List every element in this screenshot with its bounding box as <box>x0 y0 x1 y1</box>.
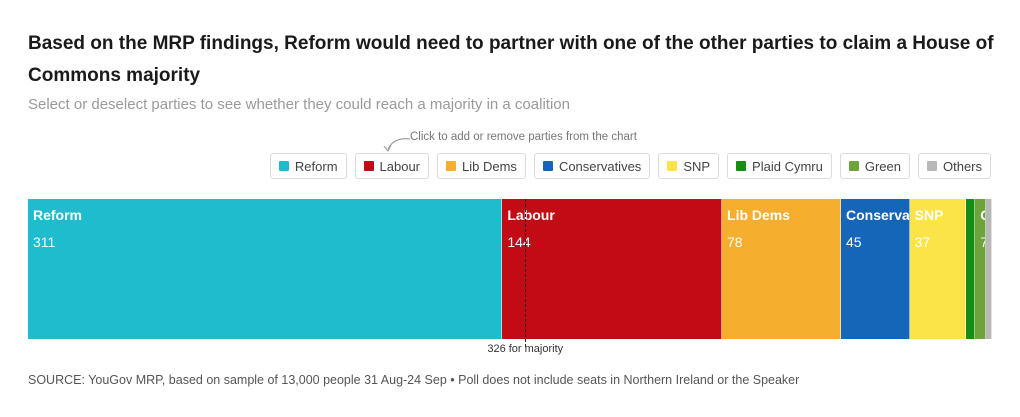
legend-swatch <box>736 161 747 171</box>
legend-swatch <box>926 161 937 171</box>
segment-value: 7 <box>980 234 985 250</box>
legend-swatch <box>542 161 553 171</box>
legend-label: Green <box>864 158 901 174</box>
seat-bar-chart: Reform 311 Labour 144 Lib Dems 78 Conserva 45 SN… <box>28 199 992 339</box>
legend-toggle-green[interactable]: Green <box>839 153 910 179</box>
chart-subtitle: Select or deselect parties to see whethe… <box>28 96 570 113</box>
bar-segment-green: G7 <box>975 199 986 339</box>
legend-label: Conservatives <box>558 158 642 174</box>
legend-label: SNP <box>683 158 711 174</box>
legend-label: Plaid Cymru <box>752 158 823 174</box>
legend-swatch <box>848 161 859 171</box>
segment-value: 78 <box>727 234 743 250</box>
legend-swatch <box>363 161 374 171</box>
bar-segment-labour: Labour 144 <box>502 199 722 339</box>
legend-toggle-reform[interactable]: Reform <box>269 153 347 179</box>
segment-value: 37 <box>914 234 931 250</box>
party-legend: Reform Labour Lib Dems Conservatives SNP Plai… <box>269 153 991 179</box>
segment-label: Conserva <box>845 207 910 223</box>
segment-label: G <box>980 207 985 223</box>
bar-segment-snp: SNP 37 <box>909 199 967 339</box>
majority-line <box>525 199 527 347</box>
legend-toggle-snp[interactable]: SNP <box>658 153 720 179</box>
segment-label: Reform <box>33 207 83 223</box>
legend-toggle-conservatives[interactable]: Conservatives <box>533 153 651 179</box>
legend-swatch <box>446 161 457 171</box>
legend-label: Others <box>942 158 982 174</box>
segment-label: SNP <box>914 207 944 223</box>
legend-hint: Click to add or remove parties from the … <box>410 131 637 143</box>
segment-label: Lib Dems <box>727 207 791 223</box>
legend-toggle-plaid-cymru[interactable]: Plaid Cymru <box>727 153 832 179</box>
legend-label: Reform <box>294 158 338 174</box>
bar-segment-conservatives: Conserva 45 <box>840 199 910 339</box>
legend-label: Labour <box>379 158 421 174</box>
bar-segment-lib-dems: Lib Dems 78 <box>722 199 841 339</box>
bar-segment-reform: Reform 311 <box>28 199 503 339</box>
legend-toggle-others[interactable]: Others <box>917 153 991 179</box>
source-note: SOURCE: YouGov MRP, based on sample of 1… <box>28 373 800 387</box>
segment-value: 144 <box>507 234 531 250</box>
legend-toggle-lib-dems[interactable]: Lib Dems <box>437 153 526 179</box>
legend-label: Lib Dems <box>462 158 517 174</box>
segment-value: 45 <box>845 234 862 250</box>
legend-swatch <box>667 161 678 171</box>
bar-segment-others <box>985 199 992 339</box>
legend-swatch <box>278 161 289 171</box>
curved-arrow-icon <box>383 138 411 153</box>
bar-segment-plaid-cymru <box>966 199 976 339</box>
legend-toggle-labour[interactable]: Labour <box>354 153 430 179</box>
segment-label: Labour <box>507 207 555 223</box>
segment-value: 311 <box>33 234 56 250</box>
chart-title: Based on the MRP findings, Reform would … <box>28 33 994 86</box>
majority-label: 326 for majority <box>487 343 564 355</box>
